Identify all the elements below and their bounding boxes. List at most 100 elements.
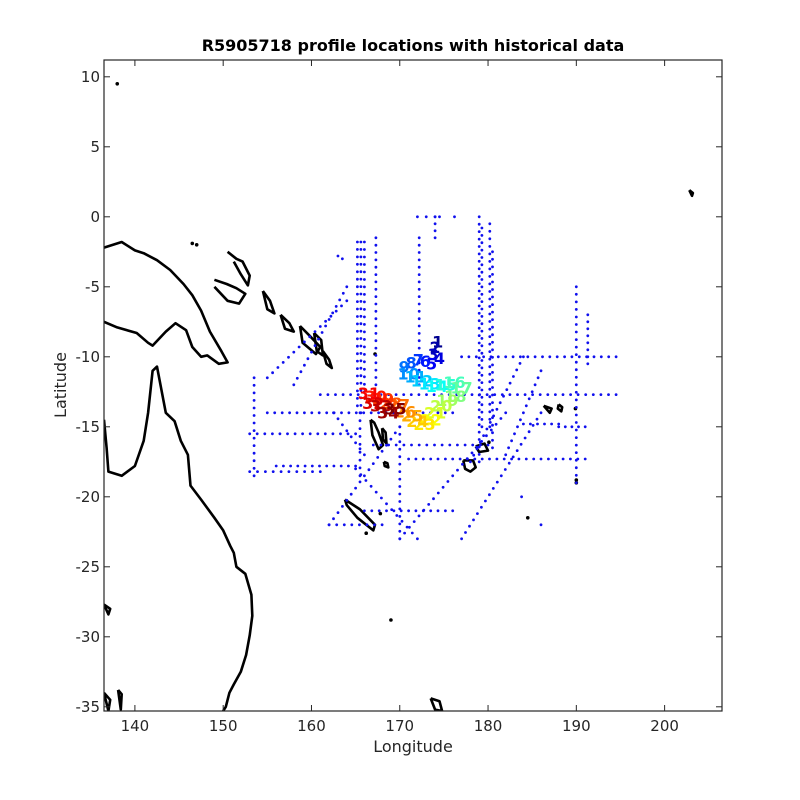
historical-point — [398, 477, 402, 481]
historical-point — [316, 432, 320, 436]
historical-point — [293, 432, 297, 436]
historical-point — [574, 390, 578, 394]
historical-point — [517, 457, 521, 461]
historical-point — [480, 329, 484, 333]
historical-point — [433, 215, 437, 219]
coastline-17 — [429, 697, 444, 711]
coastline-10 — [380, 427, 388, 445]
historical-point — [358, 427, 362, 430]
historical-point — [583, 457, 587, 461]
historical-point — [574, 481, 578, 485]
historical-point — [488, 357, 492, 361]
historical-point — [480, 322, 484, 326]
historical-point — [363, 293, 366, 296]
historical-point — [477, 237, 481, 241]
historical-point — [374, 354, 378, 357]
historical-point — [282, 464, 285, 468]
historical-point — [574, 451, 578, 454]
historical-point — [576, 457, 580, 461]
historical-point — [400, 519, 404, 523]
historical-point — [356, 352, 359, 356]
x-tick-label: 200 — [650, 717, 679, 735]
historical-point — [370, 509, 374, 513]
historical-point — [297, 345, 301, 349]
y-tick-label: -35 — [76, 698, 101, 716]
historical-point — [338, 298, 342, 302]
historical-point — [363, 453, 366, 457]
historical-point — [491, 371, 494, 374]
historical-point — [412, 520, 416, 523]
historical-point — [255, 432, 259, 436]
historical-track-29 — [469, 355, 525, 464]
historical-point — [488, 417, 492, 421]
historical-point — [374, 324, 378, 328]
historical-point — [539, 523, 543, 527]
historical-point — [480, 359, 484, 362]
historical-track-33 — [398, 425, 402, 541]
historical-point — [374, 280, 378, 284]
historical-point — [392, 411, 395, 415]
historical-point — [427, 503, 431, 506]
historical-track-14 — [371, 443, 490, 447]
historical-point — [491, 423, 494, 427]
historical-point — [436, 509, 440, 513]
y-tick-label: -15 — [76, 418, 101, 436]
historical-point — [301, 432, 304, 436]
historical-point — [252, 451, 256, 455]
historical-point — [359, 314, 363, 318]
profile-label: 1 — [432, 332, 443, 351]
historical-point — [327, 523, 331, 527]
axis-ticks-layer: 140 150 160 170 180 190 200 10 5 0 -5 -10 -15 -20 -25 -… — [76, 60, 722, 735]
historical-point — [308, 335, 312, 339]
historical-point — [358, 480, 362, 484]
historical-point — [363, 285, 366, 289]
historical-point — [522, 422, 525, 426]
x-tick-label: 190 — [562, 717, 591, 735]
historical-point — [554, 393, 557, 396]
historical-point — [574, 345, 578, 349]
historical-track-28 — [460, 411, 543, 541]
historical-point — [533, 355, 537, 359]
historical-point — [417, 317, 421, 321]
historical-point — [518, 362, 522, 365]
historical-point — [299, 370, 303, 374]
profile-label: 17 — [450, 379, 472, 398]
historical-point — [374, 317, 378, 321]
historical-point — [354, 441, 357, 445]
historical-point — [398, 500, 402, 503]
profile-label: 31 — [358, 384, 380, 403]
coastline-8 — [321, 350, 334, 370]
historical-point — [363, 240, 366, 244]
historical-point — [488, 297, 492, 301]
historical-point — [414, 411, 417, 415]
historical-point — [586, 362, 590, 366]
historical-point — [477, 408, 481, 412]
historical-point — [345, 498, 349, 502]
historical-point — [491, 310, 494, 314]
historical-point — [287, 355, 290, 359]
historical-point — [398, 522, 402, 526]
historical-point — [279, 470, 283, 473]
historical-point — [614, 393, 618, 396]
coastline-15 — [556, 403, 564, 413]
historical-track-5 — [477, 215, 481, 464]
historical-point — [453, 215, 456, 219]
historical-point — [491, 280, 494, 284]
historical-point — [477, 438, 481, 441]
island-5 — [364, 531, 369, 535]
historical-point — [496, 355, 500, 359]
historical-point — [417, 251, 421, 254]
historical-point — [410, 443, 413, 447]
x-tick-label: 170 — [385, 717, 414, 735]
historical-point — [515, 368, 519, 372]
historical-point — [433, 222, 437, 226]
historical-track-3 — [374, 236, 378, 387]
historical-point — [359, 337, 363, 340]
historical-track-13 — [248, 432, 357, 436]
historical-track-34 — [332, 411, 366, 457]
historical-point — [324, 319, 327, 323]
historical-point — [574, 360, 578, 364]
historical-point — [265, 376, 269, 380]
historical-point — [477, 430, 481, 434]
historical-point — [347, 411, 351, 415]
